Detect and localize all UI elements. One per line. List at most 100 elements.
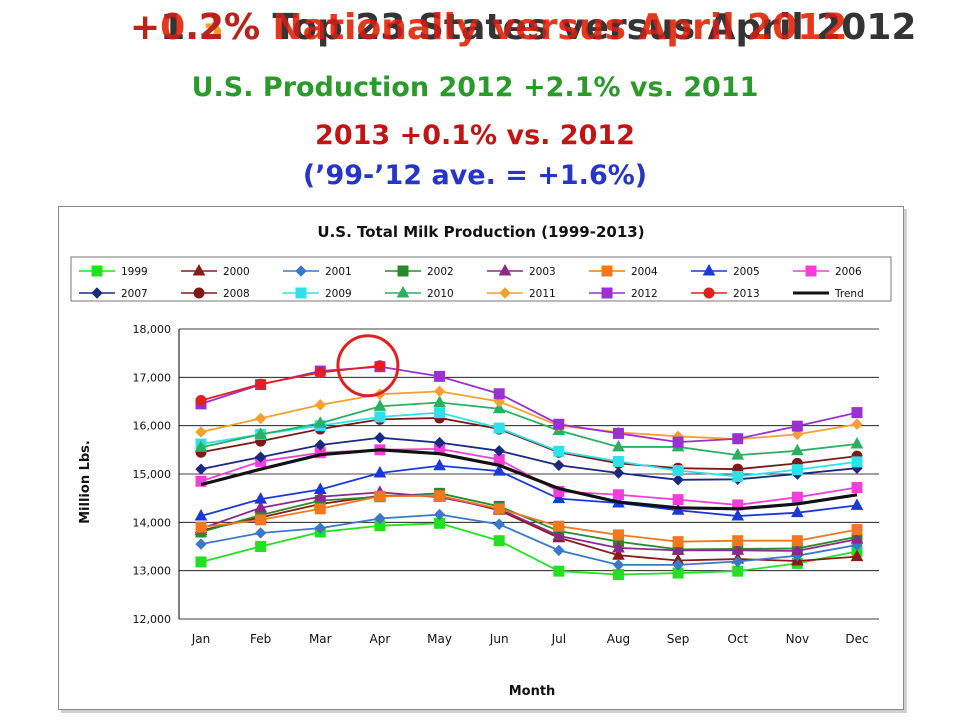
- data-point-2004: [314, 503, 326, 515]
- series-trend: [200, 448, 858, 511]
- y-axis: 12,000 13,000 14,000 15,000 16,000 17,000 18,0…: [133, 323, 180, 626]
- data-point-2005: [552, 491, 566, 504]
- series-line-1999: [200, 522, 858, 576]
- data-point-2011: [314, 399, 326, 411]
- data-point-2004: [493, 503, 505, 515]
- data-point-2001: [433, 508, 446, 521]
- data-point-2006: [791, 491, 803, 503]
- data-point-2011: [791, 428, 804, 441]
- subtitle-production-2013: 2013 +0.1% vs. 2012: [315, 120, 635, 151]
- data-point-2010: [850, 436, 864, 449]
- data-point-2001: [732, 555, 744, 568]
- series-2004: [195, 490, 863, 548]
- legend-label: 2010: [427, 288, 454, 300]
- data-point-2003: [254, 500, 267, 513]
- legend-label: Trend: [834, 288, 864, 300]
- data-point-2003: [313, 489, 327, 502]
- legend-label: 2008: [223, 288, 250, 300]
- legend-marker: [91, 287, 103, 299]
- data-point-2012: [434, 370, 446, 382]
- slide-title-overlap: +0.3% Nationally versus April 2012 +1.2%…: [0, 6, 960, 66]
- data-point-2012: [732, 433, 744, 445]
- data-point-2006: [612, 489, 624, 501]
- data-point-2005: [850, 498, 864, 510]
- data-point-2010: [492, 401, 506, 414]
- title-line-c: +0.2% Nationally versus April 2012: [130, 7, 848, 48]
- legend-item-2013: 2013: [691, 287, 760, 300]
- highlight-circle: [336, 334, 400, 398]
- x-tick-label: Apr: [370, 632, 391, 646]
- data-point-2010: [313, 416, 327, 428]
- series-line-2005: [200, 464, 858, 517]
- legend-marker: [601, 287, 613, 299]
- legend-marker: [703, 287, 715, 299]
- data-point-2012: [791, 420, 803, 432]
- series-2001: [195, 508, 863, 571]
- data-point-2004: [553, 520, 565, 532]
- data-point-2010: [791, 443, 804, 456]
- y-tick-label: 13,000: [133, 565, 172, 578]
- data-point-2010: [194, 440, 208, 452]
- title-line-a: +0.3% Nationally versus April 2012: [130, 7, 848, 48]
- data-point-2005: [373, 465, 387, 478]
- data-point-2012: [672, 436, 684, 448]
- legend-label: 2002: [427, 266, 454, 278]
- data-point-2005: [433, 458, 446, 471]
- x-axis: Jan Feb Mar Apr May Jun Jul Aug Sep Oct Nov Dec: [191, 632, 869, 646]
- chart-title: U.S. Total Milk Production (1999-2013): [317, 223, 644, 241]
- legend-marker: [295, 287, 307, 299]
- data-point-2003: [850, 532, 864, 544]
- data-point-2006: [195, 475, 207, 487]
- data-point-2005: [194, 509, 208, 521]
- legend: 1999 2000 2001 2002 2003 2004 2005 2006 2007 2008…: [79, 263, 864, 300]
- legend-item-2009: 2009: [283, 287, 352, 300]
- data-point-2004: [195, 521, 207, 533]
- legend-item-2002: 2002: [385, 265, 454, 278]
- data-point-2009: [791, 464, 803, 476]
- series-line-2002: [200, 492, 858, 551]
- data-point-2004: [732, 535, 744, 547]
- series-line-2013: [200, 364, 381, 402]
- legend-marker: [601, 265, 613, 277]
- data-point-1999: [255, 541, 267, 552]
- legend-label: 2009: [325, 288, 352, 300]
- data-point-2007: [672, 474, 684, 486]
- legend-label: 2011: [529, 288, 556, 300]
- legend-marker: [396, 285, 410, 298]
- legend-item-2000: 2000: [181, 263, 250, 278]
- x-tick-label: May: [427, 632, 452, 646]
- data-point-2001: [314, 522, 326, 534]
- series-line-2008: [200, 417, 858, 471]
- data-point-2007: [254, 451, 267, 463]
- data-point-2007: [433, 436, 446, 449]
- data-point-2009: [732, 470, 744, 482]
- legend-marker: [702, 263, 716, 276]
- data-point-2007: [493, 445, 505, 457]
- data-point-2006: [851, 482, 863, 494]
- series-line-2011: [200, 390, 858, 441]
- data-point-2003: [552, 528, 566, 541]
- legend-marker: [192, 263, 206, 276]
- data-point-2012: [612, 427, 624, 439]
- data-point-2013: [195, 395, 207, 407]
- data-point-2011: [195, 426, 207, 438]
- data-point-2001: [374, 512, 386, 525]
- x-tick-label: Sep: [667, 632, 690, 646]
- grid: [179, 328, 879, 620]
- data-point-2005: [492, 464, 506, 476]
- legend-label: 2005: [733, 266, 760, 278]
- subtitle-production-2012: U.S. Production 2012 +2.1% vs. 2011: [191, 72, 759, 103]
- data-point-2012: [553, 418, 565, 430]
- data-point-2005: [731, 509, 745, 521]
- data-point-2001: [254, 527, 267, 539]
- data-point-2007: [612, 467, 625, 479]
- data-point-1999: [612, 569, 624, 581]
- series-line-2001: [200, 513, 858, 566]
- data-point-2001: [553, 544, 565, 557]
- data-point-2013: [374, 360, 386, 372]
- data-point-2004: [672, 536, 684, 548]
- data-point-2001: [195, 538, 207, 550]
- legend-label: 2003: [529, 266, 556, 278]
- data-point-2009: [553, 445, 565, 457]
- data-point-2007: [374, 432, 386, 444]
